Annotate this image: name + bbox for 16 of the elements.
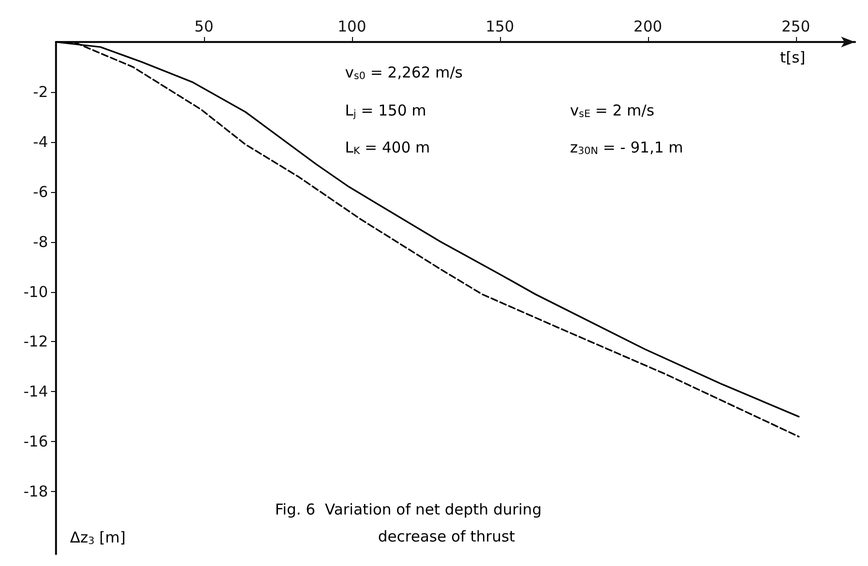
y-tick-label: -2 xyxy=(33,82,48,101)
y-tick-label: -10 xyxy=(24,282,48,301)
y-tick-label: -14 xyxy=(24,382,48,401)
y-tick-label: -8 xyxy=(33,232,48,251)
x-tick-label: 250 xyxy=(781,18,810,36)
y-tick-label: -6 xyxy=(33,182,48,201)
x-tick-label: 150 xyxy=(486,18,514,36)
x-tick-label: 100 xyxy=(338,18,366,36)
x-tick-label: 50 xyxy=(194,18,214,36)
x-axis-title: t[s] xyxy=(780,48,806,66)
y-tick-label: -16 xyxy=(24,432,48,451)
text: Fig. 6 Variation of net depth during decrease of thrust xyxy=(275,500,542,546)
y-tick-label: -12 xyxy=(24,332,48,351)
y-tick-label: -18 xyxy=(24,482,48,501)
x-tick-label: 200 xyxy=(634,18,662,36)
y-tick-label: -4 xyxy=(33,132,48,151)
